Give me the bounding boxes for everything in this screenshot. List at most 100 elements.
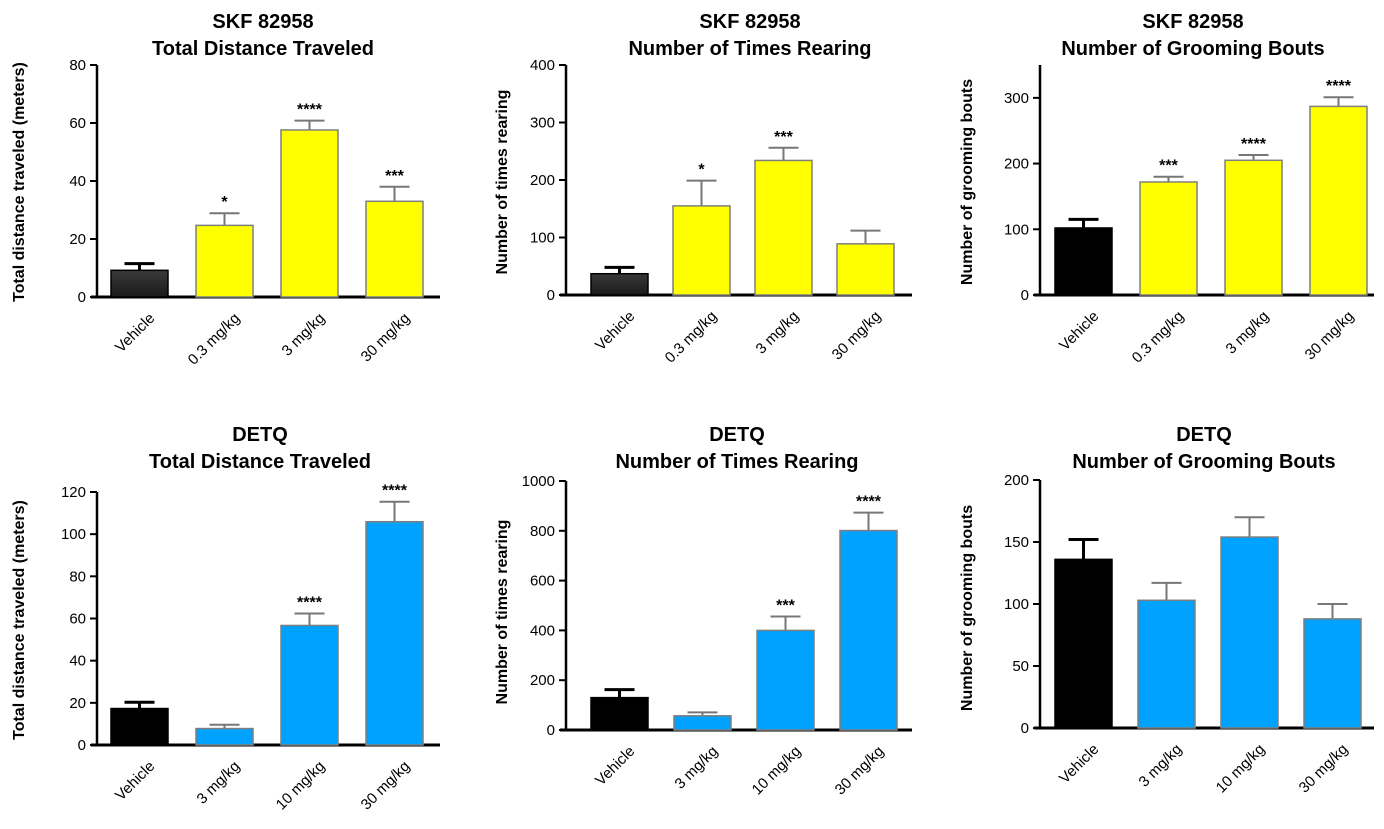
y-tick-label: 300 bbox=[530, 115, 555, 132]
bar bbox=[110, 269, 169, 298]
y-axis-label: Number of grooming bouts bbox=[959, 505, 976, 711]
bar bbox=[590, 272, 649, 296]
significance-label: **** bbox=[297, 102, 323, 119]
chart-subtitle: Number of Grooming Bouts bbox=[1061, 38, 1324, 60]
significance-label: **** bbox=[856, 494, 882, 511]
y-axis-label: Number of grooming bouts bbox=[959, 79, 976, 285]
chart-panel-1: SKF 82958 Total Distance Traveled Total di… bbox=[11, 11, 440, 368]
significance-label: **** bbox=[1241, 136, 1267, 153]
y-tick-label: 20 bbox=[69, 231, 86, 248]
bar bbox=[1054, 227, 1113, 296]
bar bbox=[365, 520, 424, 746]
bar bbox=[754, 159, 813, 296]
bar bbox=[280, 624, 339, 746]
significance-label: *** bbox=[776, 597, 795, 614]
chart-panel-4: DETQ Total Distance Traveled Total distanc… bbox=[11, 424, 440, 813]
category-label: 30 mg/kg bbox=[1302, 308, 1358, 364]
bar bbox=[195, 224, 254, 298]
y-tick-label: 100 bbox=[1004, 221, 1029, 238]
bar bbox=[839, 529, 898, 731]
significance-label: **** bbox=[382, 483, 408, 500]
bar bbox=[672, 205, 731, 296]
chart-subtitle: Total Distance Traveled bbox=[149, 451, 371, 473]
bar bbox=[195, 727, 254, 746]
category-label: 3 mg/kg bbox=[672, 743, 722, 793]
bar bbox=[756, 629, 815, 731]
y-axis-label: Number of times rearing bbox=[494, 520, 511, 705]
y-tick-label: 200 bbox=[530, 172, 555, 189]
category-label: 3 mg/kg bbox=[1136, 741, 1186, 791]
y-axis-label: Total distance traveled (meters) bbox=[11, 500, 28, 740]
chart-title: DETQ bbox=[1176, 424, 1232, 446]
bar bbox=[1220, 536, 1279, 729]
bar bbox=[280, 129, 339, 298]
y-tick-label: 200 bbox=[1004, 156, 1029, 173]
significance-label: *** bbox=[385, 168, 404, 185]
y-tick-label: 1000 bbox=[522, 473, 555, 490]
y-tick-label: 200 bbox=[1004, 472, 1029, 489]
y-tick-label: 400 bbox=[530, 622, 555, 639]
y-tick-label: 150 bbox=[1004, 534, 1029, 551]
category-label: 30 mg/kg bbox=[832, 743, 888, 799]
category-label: 30 mg/kg bbox=[358, 310, 414, 366]
chart-panel-3: SKF 82958 Number of Grooming Bouts Number … bbox=[959, 11, 1374, 366]
chart-title: DETQ bbox=[232, 424, 288, 446]
y-axis-label: Total distance traveled (meters) bbox=[11, 62, 28, 302]
category-label: 3 mg/kg bbox=[1223, 308, 1273, 358]
significance-label: **** bbox=[297, 594, 323, 611]
y-tick-label: 80 bbox=[69, 568, 86, 585]
y-tick-label: 0 bbox=[547, 287, 555, 304]
significance-label: **** bbox=[1326, 78, 1352, 95]
chart-title: SKF 82958 bbox=[212, 11, 313, 33]
y-tick-label: 20 bbox=[69, 695, 86, 712]
category-label: 3 mg/kg bbox=[194, 758, 244, 808]
y-tick-label: 800 bbox=[530, 523, 555, 540]
bar bbox=[110, 707, 169, 746]
y-axis-label: Number of times rearing bbox=[494, 90, 511, 275]
y-tick-label: 600 bbox=[530, 573, 555, 590]
y-tick-label: 80 bbox=[69, 57, 86, 74]
chart-panel-2: SKF 82958 Number of Times Rearing Number o… bbox=[494, 11, 912, 366]
category-label: 0.3 mg/kg bbox=[1129, 308, 1188, 367]
bar bbox=[365, 200, 424, 298]
y-tick-label: 60 bbox=[69, 611, 86, 628]
chart-subtitle: Number of Times Rearing bbox=[615, 451, 858, 473]
y-tick-label: 40 bbox=[69, 173, 86, 190]
y-tick-label: 300 bbox=[1004, 90, 1029, 107]
bar bbox=[1309, 105, 1368, 296]
category-label: 30 mg/kg bbox=[829, 308, 885, 364]
category-label: Vehicle bbox=[1056, 741, 1102, 787]
bar bbox=[1139, 181, 1198, 296]
category-label: 3 mg/kg bbox=[753, 308, 803, 358]
chart-panel-5: DETQ Number of Times Rearing Number of tim… bbox=[494, 424, 912, 798]
y-tick-label: 100 bbox=[530, 230, 555, 247]
significance-label: *** bbox=[1159, 158, 1178, 175]
category-label: 10 mg/kg bbox=[749, 743, 805, 799]
category-label: 0.3 mg/kg bbox=[662, 308, 721, 367]
category-label: Vehicle bbox=[592, 743, 638, 789]
bar bbox=[590, 696, 649, 731]
bar bbox=[673, 715, 732, 731]
category-label: 30 mg/kg bbox=[358, 758, 414, 814]
y-tick-label: 0 bbox=[78, 289, 86, 306]
y-tick-label: 100 bbox=[1004, 596, 1029, 613]
chart-subtitle: Number of Grooming Bouts bbox=[1072, 451, 1335, 473]
chart-panel-6: DETQ Number of Grooming Bouts Number of gr… bbox=[959, 424, 1374, 796]
category-label: Vehicle bbox=[592, 308, 638, 354]
chart-subtitle: Total Distance Traveled bbox=[152, 38, 374, 60]
bar bbox=[1303, 618, 1362, 729]
significance-label: *** bbox=[774, 129, 793, 146]
bar bbox=[836, 243, 895, 296]
chart-title: SKF 82958 bbox=[1142, 11, 1243, 33]
bar bbox=[1224, 159, 1283, 296]
bar bbox=[1137, 599, 1196, 729]
y-tick-label: 100 bbox=[61, 526, 86, 543]
significance-label: * bbox=[698, 162, 705, 179]
category-label: 3 mg/kg bbox=[279, 310, 329, 360]
significance-label: * bbox=[221, 194, 228, 211]
y-tick-label: 0 bbox=[547, 722, 555, 739]
y-tick-label: 200 bbox=[530, 672, 555, 689]
category-label: 10 mg/kg bbox=[273, 758, 329, 814]
